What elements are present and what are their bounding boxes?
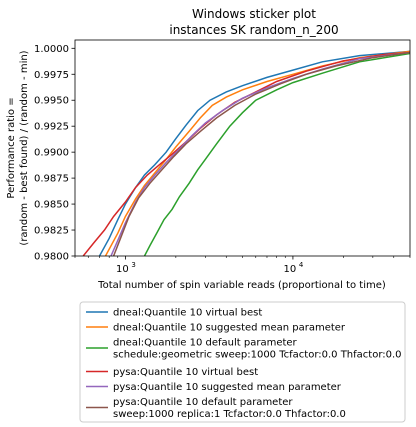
legend-label-3-line1: dneal:Quantile 10 default parameter bbox=[113, 338, 298, 349]
series-line-4 bbox=[82, 51, 410, 256]
legend-label-6-line2: sweep:1000 replica:1 Tcfactor:0.0 Thfact… bbox=[113, 409, 346, 420]
y-tick-label: 0.9875 bbox=[34, 174, 69, 185]
x-tick-exponent: 3 bbox=[131, 261, 135, 269]
series-line-6 bbox=[112, 51, 410, 256]
chart-subtitle: instances SK random_n_200 bbox=[169, 23, 338, 37]
x-axis-label: Total number of spin variable reads (pro… bbox=[97, 280, 386, 291]
x-tick-label: 10 bbox=[116, 264, 129, 275]
y-tick-label: 1.0000 bbox=[34, 44, 69, 55]
legend-label-2: dneal:Quantile 10 suggested mean paramet… bbox=[113, 323, 346, 334]
y-tick-label: 0.9925 bbox=[34, 122, 69, 133]
series-line-1 bbox=[98, 50, 410, 256]
y-axis-label-line2: (random - best found) / (random - min) bbox=[19, 50, 30, 245]
legend-label-5: pysa:Quantile 10 suggested mean paramete… bbox=[113, 382, 342, 393]
legend-label-6-line1: pysa:Quantile 10 default parameter bbox=[113, 397, 293, 408]
y-tick-label: 0.9800 bbox=[34, 252, 69, 263]
series-line-3 bbox=[143, 52, 410, 256]
chart-title: Windows sticker plot bbox=[192, 7, 316, 21]
legend-box bbox=[79, 301, 406, 423]
y-tick-label: 0.9900 bbox=[34, 148, 69, 159]
legend-label-4: pysa:Quantile 10 virtual best bbox=[113, 367, 258, 378]
x-tick-label: 10 bbox=[284, 264, 297, 275]
series-line-2 bbox=[104, 50, 410, 256]
plot-area: 0.9800 0.9825 0.9850 0.9875 0.9900 0.9925 0.99… bbox=[34, 39, 411, 275]
y-tick-label: 0.9825 bbox=[34, 226, 69, 237]
x-tick-exponent: 4 bbox=[299, 261, 304, 269]
y-tick-label: 0.9850 bbox=[34, 200, 69, 211]
y-tick-label: 0.9975 bbox=[34, 70, 69, 81]
legend-label-3-line2: schedule:geometric sweep:1000 Tcfactor:0… bbox=[113, 350, 402, 361]
y-tick-label: 0.9950 bbox=[34, 96, 69, 107]
legend-label-1: dneal:Quantile 10 virtual best bbox=[113, 308, 262, 319]
legend: dneal:Quantile 10 virtual best dneal:Quan… bbox=[79, 301, 406, 423]
y-axis-label-line1: Performance ratio = bbox=[6, 97, 17, 198]
